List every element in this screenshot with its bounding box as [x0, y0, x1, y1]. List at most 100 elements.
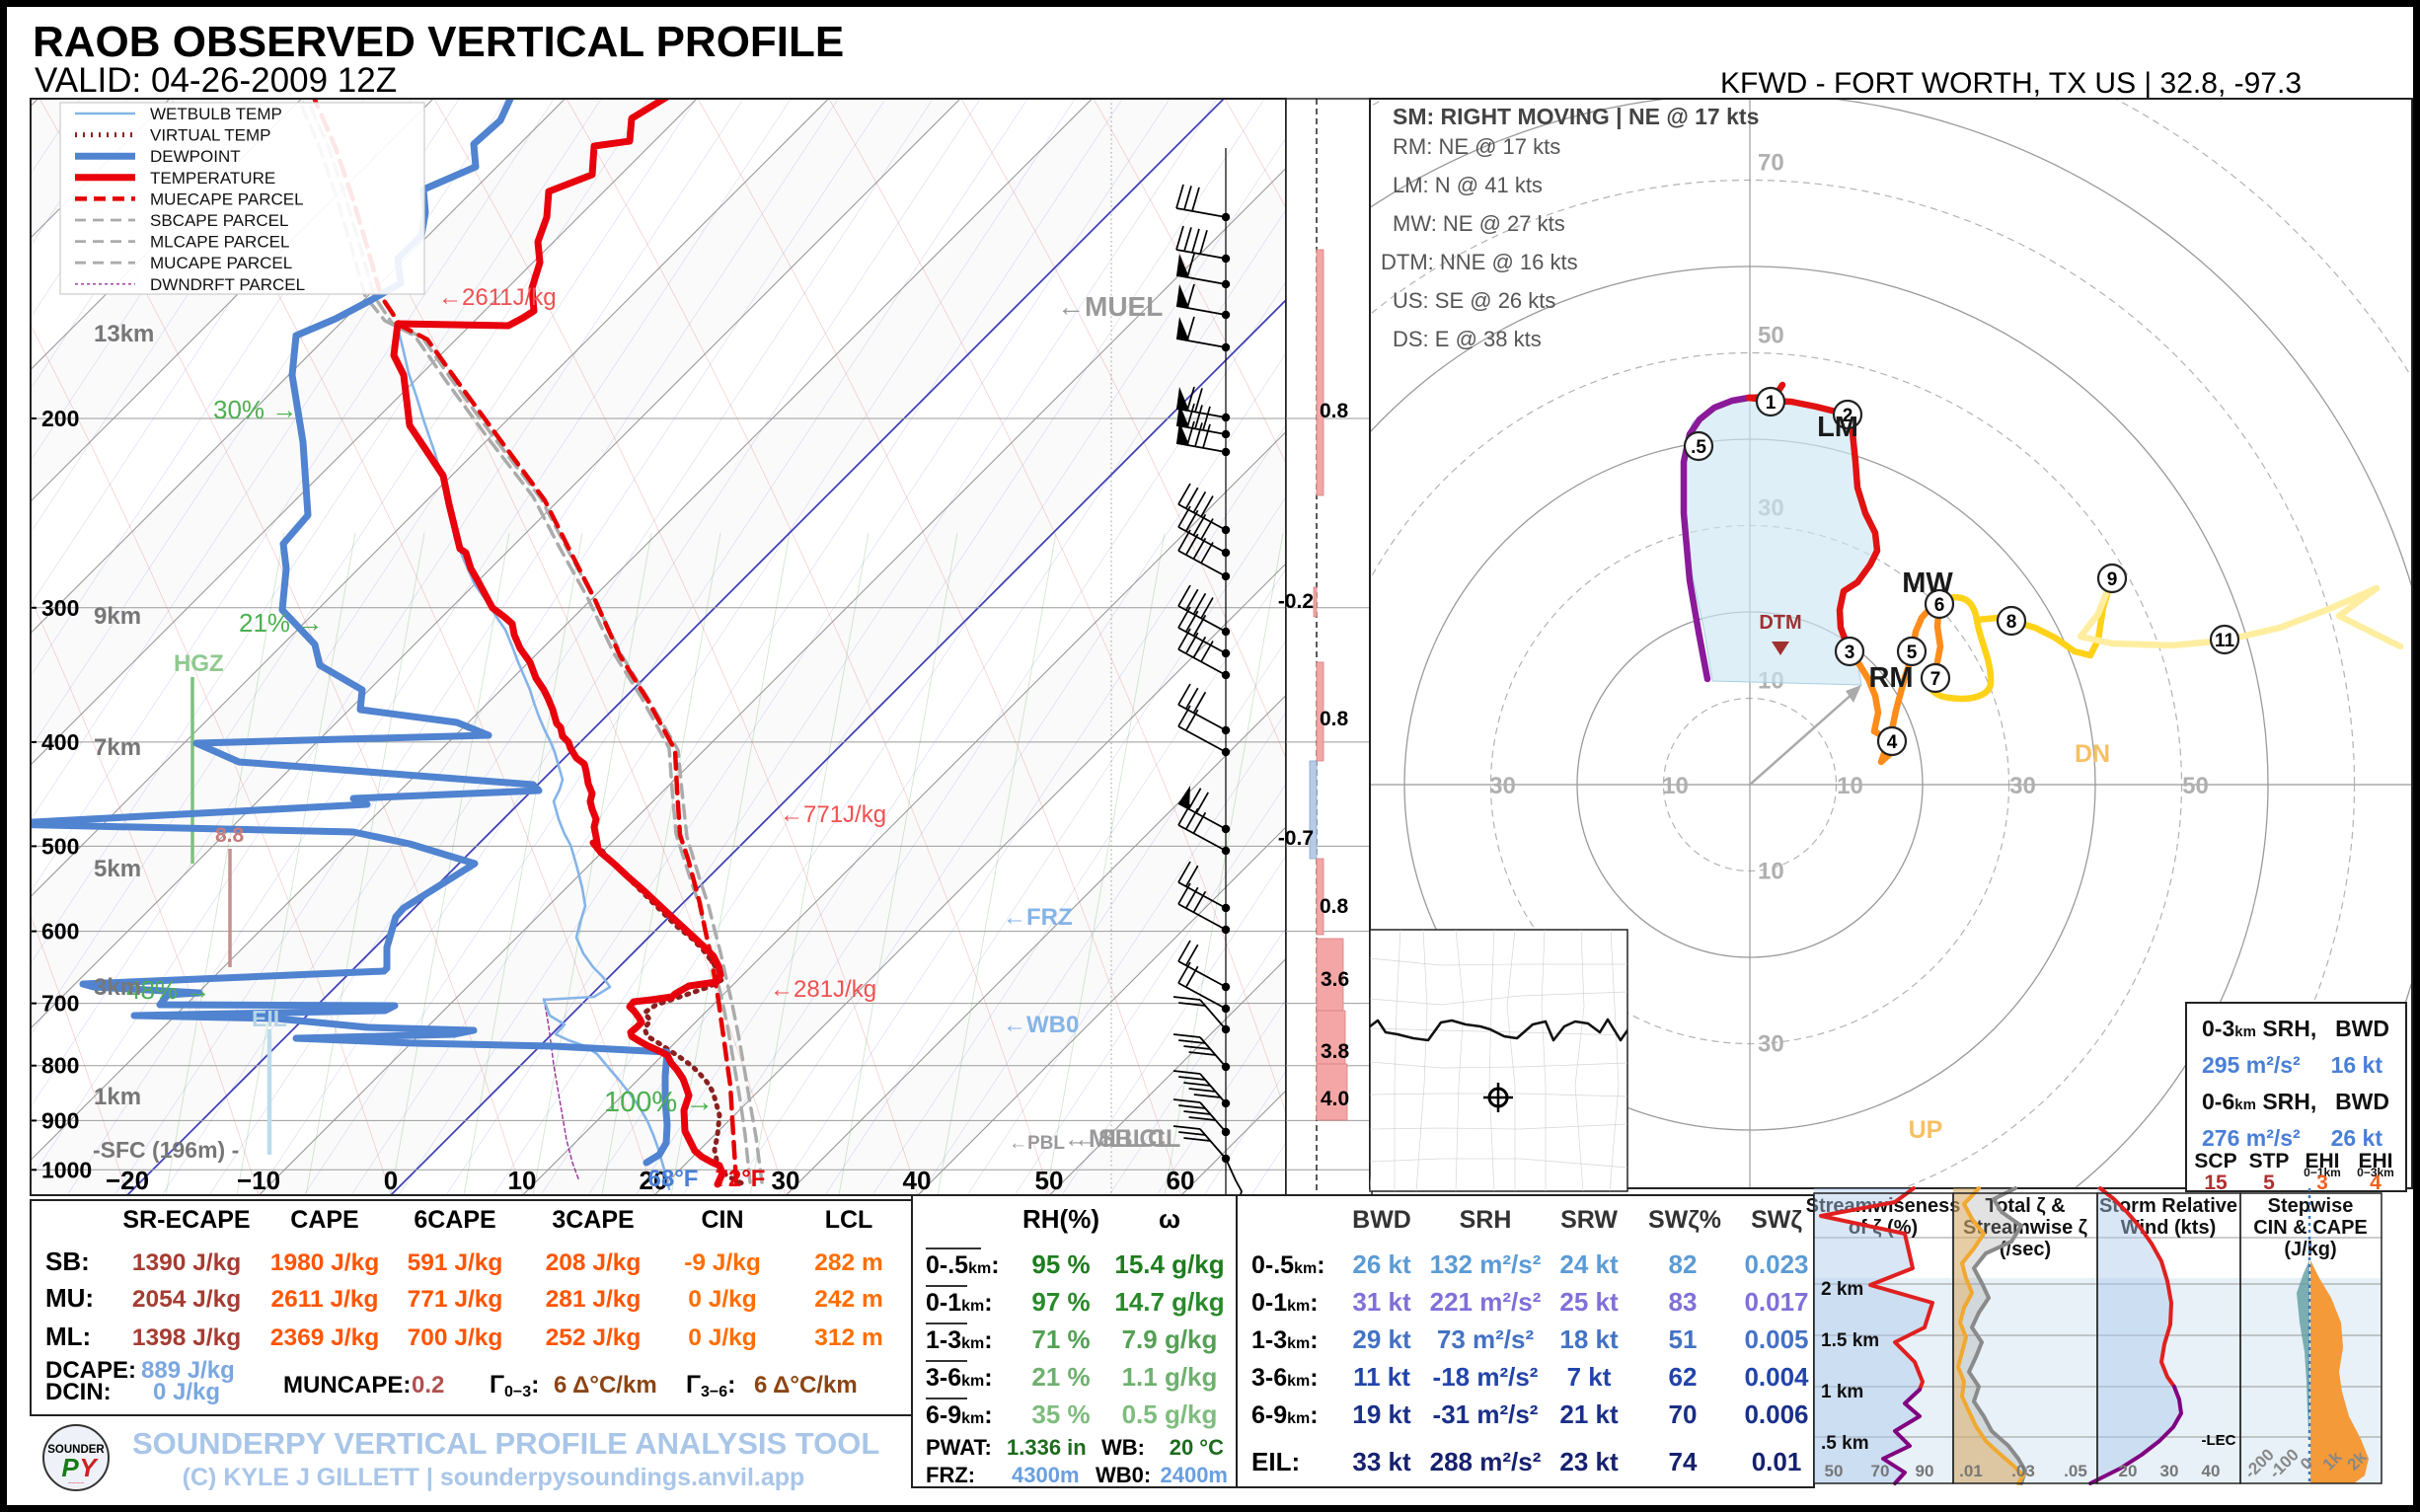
svg-text:0.2: 0.2 [412, 1372, 444, 1399]
svg-text:20: 20 [640, 1166, 668, 1195]
svg-text:50: 50 [1825, 1462, 1844, 1480]
svg-text:8: 8 [2006, 612, 2017, 633]
svg-text:200: 200 [41, 406, 79, 431]
svg-text:MUECAPE PARCEL: MUECAPE PARCEL [150, 189, 304, 208]
svg-text:6: 6 [1934, 595, 1945, 616]
svg-text:771 J/kg: 771 J/kg [408, 1286, 503, 1313]
svg-text:-0.7: -0.7 [1278, 827, 1314, 850]
svg-text:19 kt: 19 kt [1352, 1399, 1411, 1429]
svg-text:←PBL: ←PBL [1009, 1133, 1065, 1154]
svg-text:WB0:: WB0: [1096, 1463, 1151, 1487]
svg-text:LCL: LCL [825, 1206, 873, 1234]
svg-text:WETBULB TEMP: WETBULB TEMP [150, 105, 282, 123]
svg-text:0: 0 [384, 1166, 398, 1195]
svg-text:Total ζ &: Total ζ & [1985, 1195, 2065, 1217]
svg-text:3.8: 3.8 [1321, 1040, 1350, 1063]
svg-text:10: 10 [1662, 773, 1689, 799]
svg-text:0.023: 0.023 [1744, 1249, 1808, 1279]
svg-text:DN: DN [2075, 740, 2110, 768]
svg-text:31 kt: 31 kt [1352, 1287, 1411, 1317]
svg-text:0.8: 0.8 [1320, 895, 1349, 918]
svg-text:←SBLCL: ←SBLCL [1074, 1125, 1180, 1153]
svg-text:WB:: WB: [1101, 1435, 1145, 1460]
svg-text:21 %: 21 % [1031, 1362, 1090, 1392]
svg-text:7.9 g/kg: 7.9 g/kg [1122, 1324, 1218, 1354]
svg-text:300: 300 [41, 595, 79, 621]
svg-text:700 J/kg: 700 J/kg [408, 1324, 503, 1351]
svg-text:0−3km: 0−3km [2357, 1166, 2394, 1179]
svg-text:70: 70 [1669, 1399, 1698, 1429]
svg-text:100% →: 100% → [604, 1087, 714, 1118]
svg-text:70: 70 [1871, 1462, 1890, 1480]
svg-text:2611 J/kg: 2611 J/kg [271, 1286, 379, 1313]
svg-text:SB:: SB: [45, 1247, 90, 1276]
svg-text:2400m: 2400m [1160, 1463, 1228, 1487]
svg-text:0.006: 0.006 [1744, 1399, 1808, 1429]
svg-text:24 kt: 24 kt [1559, 1249, 1619, 1279]
svg-text:33 kt: 33 kt [1352, 1447, 1411, 1476]
svg-text:281 J/kg: 281 J/kg [546, 1286, 642, 1313]
svg-text:RAOB OBSERVED VERTICAL PROFILE: RAOB OBSERVED VERTICAL PROFILE [33, 18, 844, 66]
svg-text:16 kt: 16 kt [2331, 1052, 2383, 1078]
svg-text:23 kt: 23 kt [1559, 1447, 1619, 1476]
svg-text:Γ3−6:: Γ3−6: [686, 1371, 736, 1400]
svg-text:-18 m²/s²: -18 m²/s² [1433, 1362, 1539, 1392]
svg-text:3-6km:: 3-6km: [1251, 1364, 1319, 1392]
svg-text:282 m: 282 m [814, 1249, 882, 1276]
svg-text:21 kt: 21 kt [1559, 1399, 1619, 1429]
svg-text:SRH: SRH [1460, 1206, 1512, 1234]
svg-text:.01: .01 [1959, 1462, 1983, 1480]
svg-text:CIN: CIN [701, 1206, 743, 1234]
svg-text:DS: E @ 38 kts: DS: E @ 38 kts [1393, 327, 1542, 351]
svg-text:←MLLCL: ←MLLCL [1064, 1125, 1172, 1153]
svg-text:90: 90 [1916, 1462, 1934, 1480]
svg-text:1.1 g/kg: 1.1 g/kg [1122, 1362, 1218, 1392]
svg-text:FRZ:: FRZ: [926, 1463, 975, 1487]
svg-text:4: 4 [2370, 1172, 2382, 1194]
svg-text:97 %: 97 % [1031, 1287, 1090, 1317]
svg-text:1 km: 1 km [1821, 1382, 1863, 1402]
svg-text:10: 10 [508, 1166, 537, 1195]
svg-text:←281J/kg: ←281J/kg [770, 976, 876, 1003]
svg-text:MW: NE @ 27 kts: MW: NE @ 27 kts [1393, 211, 1565, 236]
svg-text:68°F: 68°F [648, 1166, 699, 1192]
svg-text:0.004: 0.004 [1744, 1362, 1809, 1392]
svg-text:5km: 5km [94, 856, 141, 882]
svg-text:60: 60 [1167, 1166, 1195, 1195]
svg-text:0−1km: 0−1km [2304, 1166, 2341, 1179]
svg-text:242 m: 242 m [814, 1286, 882, 1313]
svg-text:6 Δ°C/km: 6 Δ°C/km [554, 1372, 657, 1399]
svg-text:←WB0: ←WB0 [1003, 1012, 1079, 1038]
svg-text:3CAPE: 3CAPE [552, 1206, 634, 1234]
svg-text:276 m²/s²: 276 m²/s² [2202, 1125, 2301, 1151]
svg-text:BWD: BWD [2335, 1016, 2389, 1041]
svg-text:9: 9 [2107, 569, 2118, 590]
svg-text:(C) KYLE J GILLETT | sounderpy: (C) KYLE J GILLETT | sounderpysoundings.… [183, 1464, 805, 1491]
svg-text:US: SE @ 26 kts: US: SE @ 26 kts [1393, 288, 1555, 313]
svg-text:30: 30 [1758, 1031, 1784, 1058]
svg-text:10: 10 [1837, 773, 1863, 799]
svg-text:71 %: 71 % [1031, 1324, 1090, 1354]
svg-text:-SFC (196m) -: -SFC (196m) - [93, 1137, 239, 1163]
svg-text:BWD: BWD [2335, 1089, 2389, 1114]
svg-text:←FRZ: ←FRZ [1003, 904, 1073, 931]
svg-text:50: 50 [2182, 773, 2209, 799]
svg-text:EHI: EHI [2305, 1150, 2339, 1172]
svg-text:DTM: DTM [1759, 612, 1801, 634]
svg-text:7: 7 [1930, 669, 1941, 690]
svg-text:Γ0−3:: Γ0−3: [490, 1371, 540, 1400]
svg-text:0.8: 0.8 [1320, 400, 1349, 422]
svg-text:STP: STP [2249, 1150, 2290, 1172]
svg-text:5: 5 [1907, 643, 1918, 663]
svg-text:0.5 g/kg: 0.5 g/kg [1122, 1399, 1218, 1429]
svg-text:LM: N @ 41 kts: LM: N @ 41 kts [1393, 173, 1543, 197]
svg-text:SWζ%: SWζ% [1648, 1206, 1721, 1234]
svg-text:51: 51 [1669, 1324, 1698, 1354]
svg-text:CAPE: CAPE [290, 1206, 358, 1234]
svg-text:KFWD - FORT WORTH, TX US | 32.: KFWD - FORT WORTH, TX US | 32.8, -97.3 [1720, 67, 2302, 100]
svg-text:Storm Relative: Storm Relative [2099, 1195, 2237, 1217]
svg-text:MUNCAPE:: MUNCAPE: [283, 1372, 411, 1399]
svg-text:SCP: SCP [2194, 1150, 2236, 1172]
svg-text:RH(%): RH(%) [1022, 1204, 1099, 1234]
svg-text:35 %: 35 % [1031, 1399, 1090, 1429]
